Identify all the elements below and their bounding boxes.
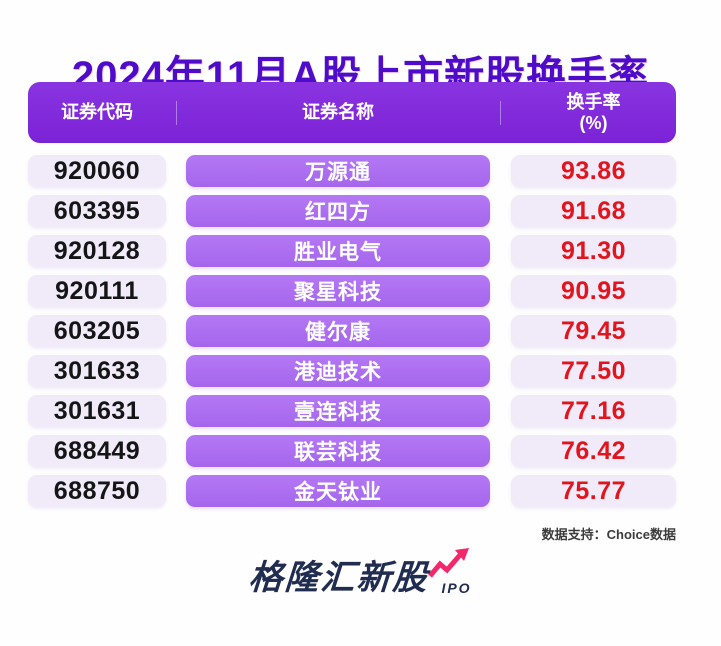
stock-name: 健尔康: [186, 315, 490, 347]
stock-code: 301633: [28, 355, 166, 387]
brand-logo: 格隆汇新股 IPO: [0, 548, 721, 599]
header-divider: [490, 100, 511, 125]
column-gap: [166, 355, 186, 387]
turnover-rate: 77.16: [511, 395, 676, 427]
logo-ipo-label: IPO: [441, 580, 472, 596]
table-row: 301631 壹连科技 77.16: [28, 395, 676, 427]
column-gap: [490, 155, 511, 187]
header-divider: [166, 100, 186, 125]
table-row: 920060 万源通 93.86: [28, 155, 676, 187]
stock-name: 壹连科技: [186, 395, 490, 427]
header-rate-line1: 换手率: [566, 91, 621, 112]
stock-name: 金天钛业: [186, 475, 490, 507]
stock-name: 万源通: [186, 155, 490, 187]
stock-code: 688750: [28, 475, 166, 507]
table-body: 920060 万源通 93.86 603395 红四方 91.68 920128…: [28, 155, 676, 515]
column-gap: [490, 475, 511, 507]
header-rate: 换手率 (%): [511, 92, 676, 133]
logo-tail: IPO: [427, 548, 472, 596]
stock-code: 603205: [28, 315, 166, 347]
stock-code: 920128: [28, 235, 166, 267]
turnover-rate: 77.50: [511, 355, 676, 387]
stock-code: 301631: [28, 395, 166, 427]
trend-up-arrow-icon: [428, 548, 470, 578]
column-gap: [166, 395, 186, 427]
stock-code: 688449: [28, 435, 166, 467]
column-gap: [490, 195, 511, 227]
table-row: 603395 红四方 91.68: [28, 195, 676, 227]
column-gap: [490, 235, 511, 267]
header-name: 证券名称: [302, 102, 374, 123]
column-gap: [490, 355, 511, 387]
table-row: 920128 胜业电气 91.30: [28, 235, 676, 267]
table-row: 688750 金天钛业 75.77: [28, 475, 676, 507]
data-source-note: 数据支持：Choice数据: [541, 527, 676, 542]
column-gap: [490, 275, 511, 307]
table-row: 920111 聚星科技 90.95: [28, 275, 676, 307]
column-gap: [166, 195, 186, 227]
stock-name: 港迪技术: [186, 355, 490, 387]
table-row: 301633 港迪技术 77.50: [28, 355, 676, 387]
column-gap: [166, 235, 186, 267]
header-rate-line2: (%): [579, 112, 608, 133]
stock-name: 聚星科技: [186, 275, 490, 307]
column-gap: [166, 475, 186, 507]
stock-code: 603395: [28, 195, 166, 227]
turnover-rate: 79.45: [511, 315, 676, 347]
column-gap: [166, 275, 186, 307]
column-gap: [166, 315, 186, 347]
column-gap: [166, 435, 186, 467]
turnover-rate: 93.86: [511, 155, 676, 187]
logo-text: 格隆汇新股: [247, 559, 431, 597]
stock-name: 红四方: [186, 195, 490, 227]
column-gap: [166, 155, 186, 187]
table-header: 证券代码 证券名称 换手率 (%): [28, 82, 676, 143]
column-gap: [490, 395, 511, 427]
column-gap: [490, 315, 511, 347]
stock-code: 920060: [28, 155, 166, 187]
turnover-rate: 75.77: [511, 475, 676, 507]
stock-name: 胜业电气: [186, 235, 490, 267]
column-gap: [490, 435, 511, 467]
stock-code: 920111: [28, 275, 166, 307]
stock-name: 联芸科技: [186, 435, 490, 467]
table-row: 688449 联芸科技 76.42: [28, 435, 676, 467]
header-code: 证券代码: [61, 102, 133, 123]
turnover-rate: 90.95: [511, 275, 676, 307]
table-row: 603205 健尔康 79.45: [28, 315, 676, 347]
turnover-rate: 91.68: [511, 195, 676, 227]
turnover-rate: 91.30: [511, 235, 676, 267]
turnover-rate: 76.42: [511, 435, 676, 467]
